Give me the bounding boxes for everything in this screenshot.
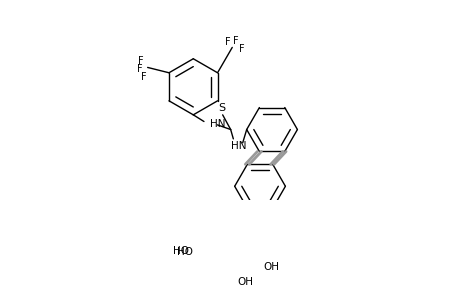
Text: F: F: [224, 37, 230, 47]
Text: S: S: [218, 103, 225, 113]
Text: HO: HO: [173, 246, 189, 256]
Text: F: F: [141, 72, 147, 82]
Text: F: F: [238, 44, 244, 54]
Text: F: F: [138, 56, 144, 66]
Text: F: F: [232, 36, 238, 46]
Text: HN: HN: [230, 140, 246, 151]
Text: HO: HO: [176, 248, 192, 257]
Text: HN: HN: [209, 119, 225, 129]
Text: OH: OH: [263, 262, 279, 272]
Text: OH: OH: [237, 278, 253, 287]
Text: F: F: [136, 64, 142, 74]
